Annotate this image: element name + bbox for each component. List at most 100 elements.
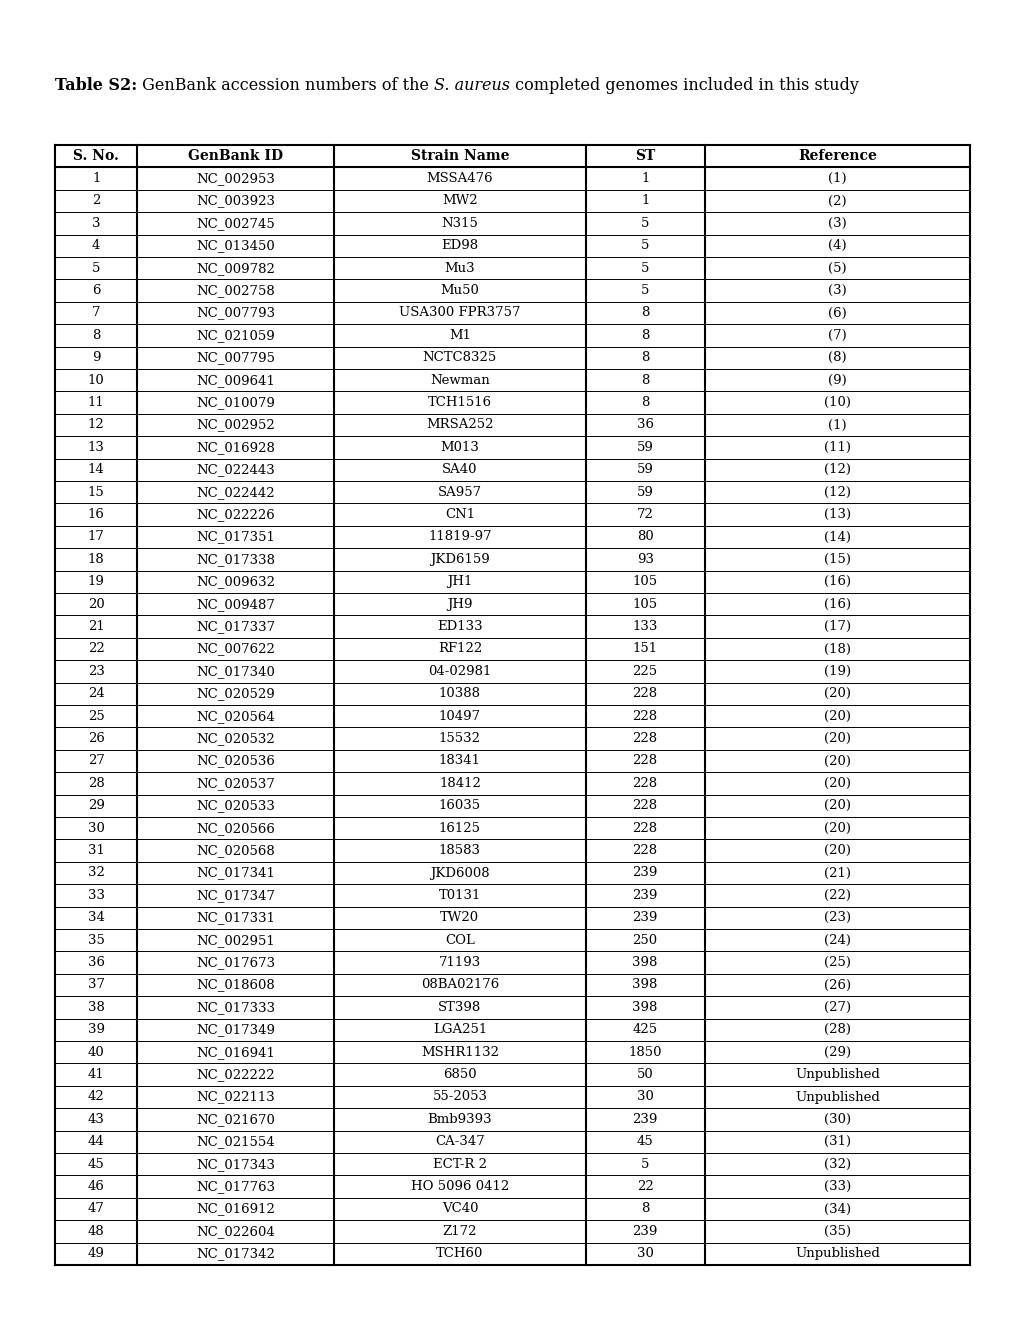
Text: 9: 9 xyxy=(92,351,100,364)
Text: NC_013450: NC_013450 xyxy=(196,239,275,252)
Text: MW2: MW2 xyxy=(441,194,477,207)
Text: 41: 41 xyxy=(88,1068,105,1081)
Text: 1: 1 xyxy=(640,194,649,207)
Text: (5): (5) xyxy=(827,261,846,275)
Text: NC_021670: NC_021670 xyxy=(196,1113,275,1126)
Text: NC_022443: NC_022443 xyxy=(196,463,275,477)
Text: 18: 18 xyxy=(88,553,105,566)
Text: (18): (18) xyxy=(823,643,850,656)
Text: 1850: 1850 xyxy=(628,1045,661,1059)
Text: MRSA252: MRSA252 xyxy=(426,418,493,432)
Text: NC_010079: NC_010079 xyxy=(196,396,275,409)
Text: 5: 5 xyxy=(640,1158,649,1171)
Text: 239: 239 xyxy=(632,1113,657,1126)
Text: NC_021059: NC_021059 xyxy=(196,329,275,342)
Text: 40: 40 xyxy=(88,1045,105,1059)
Text: NC_007793: NC_007793 xyxy=(196,306,275,319)
Text: 2: 2 xyxy=(92,194,100,207)
Text: MSSA476: MSSA476 xyxy=(426,172,493,185)
Text: (12): (12) xyxy=(823,463,850,477)
Text: (10): (10) xyxy=(823,396,850,409)
Text: 8: 8 xyxy=(640,1203,649,1216)
Text: (35): (35) xyxy=(823,1225,850,1238)
Text: (8): (8) xyxy=(827,351,846,364)
Text: (25): (25) xyxy=(823,956,850,969)
Text: (16): (16) xyxy=(823,576,850,589)
Text: 228: 228 xyxy=(632,777,657,789)
Text: 16125: 16125 xyxy=(438,821,480,834)
Text: (31): (31) xyxy=(823,1135,850,1148)
Text: 239: 239 xyxy=(632,911,657,924)
Text: 12: 12 xyxy=(88,418,105,432)
Text: 47: 47 xyxy=(88,1203,105,1216)
Text: (19): (19) xyxy=(823,665,850,678)
Text: 30: 30 xyxy=(88,821,105,834)
Text: NC_017349: NC_017349 xyxy=(196,1023,275,1036)
Text: Bmb9393: Bmb9393 xyxy=(427,1113,492,1126)
Text: (1): (1) xyxy=(827,418,846,432)
Text: NC_017341: NC_017341 xyxy=(196,866,275,879)
Text: 13: 13 xyxy=(88,441,105,454)
Text: 105: 105 xyxy=(632,576,657,589)
Text: 228: 228 xyxy=(632,733,657,744)
Text: 48: 48 xyxy=(88,1225,105,1238)
Text: NC_017763: NC_017763 xyxy=(196,1180,275,1193)
Text: ED133: ED133 xyxy=(437,620,482,634)
Text: 11: 11 xyxy=(88,396,105,409)
Text: 71193: 71193 xyxy=(438,956,481,969)
Text: NC_020564: NC_020564 xyxy=(196,710,275,723)
Text: 228: 228 xyxy=(632,755,657,767)
Text: NC_018608: NC_018608 xyxy=(196,978,275,991)
Text: NC_009632: NC_009632 xyxy=(196,576,275,589)
Text: NC_022442: NC_022442 xyxy=(197,486,275,499)
Text: 23: 23 xyxy=(88,665,105,678)
Text: NC_017347: NC_017347 xyxy=(196,888,275,902)
Text: COL: COL xyxy=(444,933,475,946)
Text: completed genomes included in this study: completed genomes included in this study xyxy=(510,77,858,94)
Text: 5: 5 xyxy=(640,284,649,297)
Text: 22: 22 xyxy=(88,643,105,656)
Text: 6: 6 xyxy=(92,284,100,297)
Text: 04-02981: 04-02981 xyxy=(428,665,491,678)
Text: 59: 59 xyxy=(636,441,653,454)
Text: 36: 36 xyxy=(636,418,653,432)
Text: HO 5096 0412: HO 5096 0412 xyxy=(411,1180,508,1193)
Text: 225: 225 xyxy=(632,665,657,678)
Text: 133: 133 xyxy=(632,620,657,634)
Text: (20): (20) xyxy=(823,733,850,744)
Text: 398: 398 xyxy=(632,956,657,969)
Text: NC_017337: NC_017337 xyxy=(196,620,275,634)
Text: Strain Name: Strain Name xyxy=(411,149,508,164)
Text: (23): (23) xyxy=(823,911,850,924)
Text: SA957: SA957 xyxy=(437,486,482,499)
Text: 30: 30 xyxy=(636,1090,653,1104)
Text: (34): (34) xyxy=(823,1203,850,1216)
Text: 15532: 15532 xyxy=(438,733,480,744)
Text: CA-347: CA-347 xyxy=(434,1135,484,1148)
Text: (20): (20) xyxy=(823,800,850,812)
Text: 228: 228 xyxy=(632,821,657,834)
Text: (16): (16) xyxy=(823,598,850,611)
Text: VC40: VC40 xyxy=(441,1203,478,1216)
Text: (29): (29) xyxy=(823,1045,850,1059)
Text: NC_022113: NC_022113 xyxy=(196,1090,275,1104)
Text: TCH1516: TCH1516 xyxy=(427,396,491,409)
Text: 93: 93 xyxy=(636,553,653,566)
Text: 5: 5 xyxy=(640,239,649,252)
Text: 228: 228 xyxy=(632,800,657,812)
Text: NC_009487: NC_009487 xyxy=(196,598,275,611)
Text: NC_002758: NC_002758 xyxy=(196,284,275,297)
Text: 10497: 10497 xyxy=(438,710,481,723)
Text: 10: 10 xyxy=(88,374,105,387)
Text: 228: 228 xyxy=(632,710,657,723)
Text: NC_002745: NC_002745 xyxy=(196,216,275,230)
Text: (33): (33) xyxy=(823,1180,850,1193)
Text: Table S2:: Table S2: xyxy=(55,77,138,94)
Text: (13): (13) xyxy=(823,508,850,521)
Text: (4): (4) xyxy=(827,239,846,252)
Text: 80: 80 xyxy=(636,531,653,544)
Text: NC_002951: NC_002951 xyxy=(196,933,275,946)
Text: 239: 239 xyxy=(632,866,657,879)
Text: NC_017333: NC_017333 xyxy=(196,1001,275,1014)
Text: NC_017351: NC_017351 xyxy=(196,531,275,544)
